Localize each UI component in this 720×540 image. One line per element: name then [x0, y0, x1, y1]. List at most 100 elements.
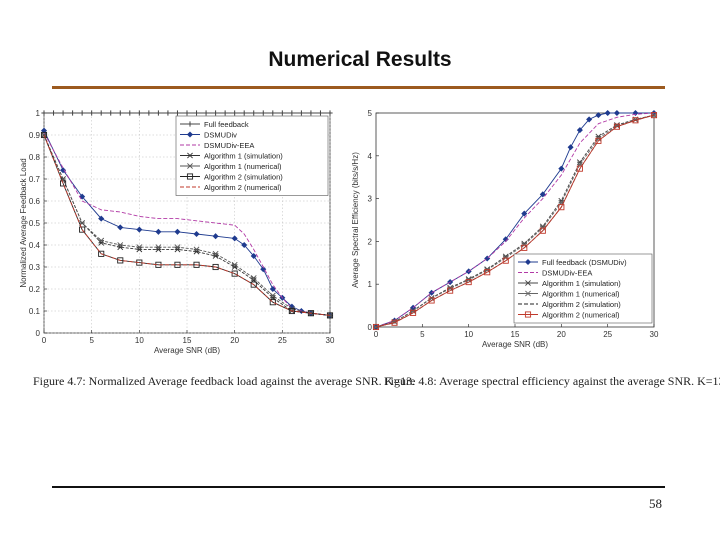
fig47-data-point	[155, 228, 162, 235]
fig48-legend-entry: DSMUDiv-EEA	[542, 268, 592, 277]
fig48-chart: 0 5 10 15 20 25 30 0 1 2 3 4 5 Average SNR (dB) Averag…	[351, 109, 659, 349]
fig47-legend: Full feedbackDSMUDivDSMUDiv-EEAAlgorithm…	[175, 115, 329, 196]
fig47-legend-marker	[187, 121, 193, 127]
fig47-data-point	[60, 180, 67, 187]
fig47-data-point	[70, 110, 76, 116]
fig47-data-point	[260, 110, 266, 116]
fig47-data-point	[117, 110, 123, 116]
fig48-data-point	[521, 244, 528, 251]
fig47-data-point	[155, 110, 161, 116]
fig47-y-tick-label: 0.5	[29, 219, 41, 228]
fig48-x-tick-label: 30	[650, 330, 659, 339]
fig47-x-tick-label: 30	[326, 336, 335, 345]
fig47-data-point	[260, 266, 267, 273]
fig47-data-point	[165, 110, 171, 116]
fig47-data-point	[136, 226, 143, 233]
fig47-x-tick-label: 10	[135, 336, 144, 345]
fig47-data-point	[60, 110, 66, 116]
fig48-x-tick-label: 20	[557, 330, 566, 339]
fig47-data-point	[155, 244, 162, 251]
fig47-data-point	[269, 299, 276, 306]
fig47-legend-entry: DSMUDiv	[204, 130, 237, 139]
fig47-data-point	[117, 224, 124, 231]
fig48-data-point	[613, 123, 620, 130]
fig47-data-point	[213, 110, 219, 116]
fig47-legend-entry: Algorithm 2 (simulation)	[204, 172, 283, 181]
fig47-legend-entry: Algorithm 2 (numerical)	[204, 183, 282, 192]
fig48-legend-marker	[525, 280, 531, 286]
fig47-series-6	[43, 134, 331, 316]
fig47-data-point	[288, 307, 295, 315]
fig48-data-point	[586, 116, 593, 123]
fig47-y-tick-label: 0.3	[29, 263, 41, 272]
footer-rule	[52, 486, 665, 488]
fig48-data-point	[595, 112, 602, 119]
fig47-data-point	[298, 110, 304, 116]
fig47-data-point	[231, 261, 238, 268]
fig48-data-point	[539, 227, 546, 234]
fig47-data-point	[308, 110, 314, 116]
fig47-data-point	[60, 167, 67, 174]
fig47-x-tick-label: 5	[89, 336, 94, 345]
fig47-data-point	[98, 237, 105, 244]
fig47-y-tick-label: 0.9	[29, 131, 41, 140]
fig47-data-point	[174, 228, 181, 235]
fig48-x-tick-label: 10	[464, 330, 473, 339]
fig47-data-point	[212, 250, 219, 257]
fig48-data-point	[595, 135, 602, 142]
fig47-x-tick-label: 20	[230, 336, 239, 345]
fig47-legend-box	[175, 115, 329, 196]
fig47-legend-marker	[187, 163, 193, 169]
fig47-data-point	[174, 244, 181, 251]
fig48-series-line	[375, 112, 655, 328]
fig48-data-point	[484, 269, 491, 276]
fig47-legend-marker	[187, 152, 193, 159]
fig47-y-tick-label: 0.1	[29, 307, 41, 316]
fig48-y-tick-label: 1	[368, 280, 373, 289]
fig48-data-point	[558, 204, 565, 211]
fig47-data-point	[212, 233, 219, 240]
fig48-series-line	[375, 114, 655, 328]
fig47-series-line	[43, 134, 331, 316]
fig48-legend-entry: Algorithm 2 (simulation)	[542, 300, 621, 309]
fig47-x-tick-label: 25	[278, 336, 287, 345]
fig48-data-point	[632, 117, 639, 124]
fig48-series-1	[375, 112, 655, 328]
fig47-data-point	[269, 292, 276, 299]
fig47-data-point	[269, 285, 276, 293]
fig48-legend-entry: Algorithm 2 (numerical)	[542, 310, 620, 319]
fig47-data-point	[40, 131, 48, 139]
fig47-data-point	[193, 261, 200, 268]
fig47-data-point	[251, 110, 257, 116]
fig47-data-point	[193, 230, 200, 238]
fig48-legend-entry: Full feedback (DSMUDiv)	[542, 258, 627, 267]
fig47-chart: 0 5 10 15 20 25 30 0 0.1 0.2 0.3 0.4 0.5 0.6 0.7 0.8 0.9…	[19, 109, 335, 355]
fig48-data-point	[410, 309, 417, 316]
fig48-data-point	[484, 267, 491, 273]
fig47-data-point	[89, 110, 95, 116]
fig47-data-point	[279, 110, 285, 116]
fig47-data-point	[250, 252, 257, 260]
fig47-data-point	[98, 250, 105, 257]
fig47-data-point	[108, 110, 114, 116]
figures-canvas: 0 5 10 15 20 25 3000.10.20.30.40.50.60.70.80.9…	[19, 109, 659, 355]
fig47-y-axis-label: Normalized Average Feedback Load	[19, 158, 28, 287]
fig47-y-tick-label: 0.6	[29, 197, 41, 206]
fig48-data-point	[567, 144, 574, 151]
page-number: 58	[649, 496, 662, 511]
fig47-x-axis-label: Average SNR (dB)	[154, 346, 220, 355]
fig48-x-tick-label: 25	[603, 330, 612, 339]
fig48-data-point	[604, 109, 611, 117]
fig48-data-point	[391, 319, 398, 326]
fig47-data-point	[41, 110, 47, 116]
fig47-x-tick-label: 15	[183, 336, 192, 345]
fig47-x-tick-label: 0	[42, 336, 47, 345]
fig48-x-tick-label: 5	[420, 330, 425, 339]
fig48-y-tick-label: 2	[368, 237, 373, 246]
fig47-data-point	[79, 110, 85, 116]
fig48-legend-marker	[525, 290, 531, 297]
fig47-data-point	[289, 110, 295, 116]
fig47-data-point	[241, 241, 248, 249]
fig47-data-point	[136, 244, 143, 251]
fig47-data-point	[136, 110, 142, 116]
